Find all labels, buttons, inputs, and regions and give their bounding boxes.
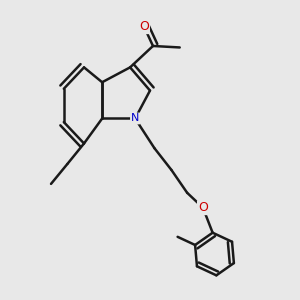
- Text: N: N: [131, 113, 139, 124]
- Text: O: O: [139, 20, 149, 33]
- Text: O: O: [198, 201, 208, 214]
